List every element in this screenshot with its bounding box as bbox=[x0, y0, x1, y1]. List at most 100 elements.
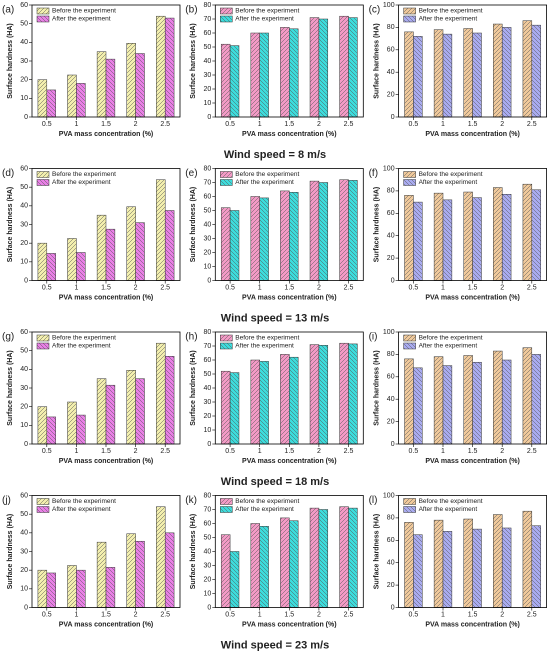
panel-label: (a) bbox=[2, 5, 14, 16]
x-tick-label: 1 bbox=[441, 611, 445, 618]
caption: Wind speed = 8 m/s bbox=[224, 149, 326, 161]
x-tick-label: 1.5 bbox=[101, 284, 111, 291]
legend-swatch bbox=[36, 179, 50, 186]
bar bbox=[472, 197, 482, 281]
x-tick-label: 2.5 bbox=[160, 448, 170, 455]
bar bbox=[404, 195, 414, 281]
y-tick-label: 10 bbox=[20, 586, 28, 593]
x-tick-label: 2.5 bbox=[344, 611, 354, 618]
plot-frame bbox=[214, 168, 364, 281]
legend-swatch bbox=[220, 15, 233, 23]
x-tick-label: 1.5 bbox=[101, 121, 111, 128]
x-tick-label: 1 bbox=[74, 448, 78, 455]
bar bbox=[522, 20, 533, 118]
bar bbox=[76, 83, 86, 118]
y-tick-label: 80 bbox=[204, 2, 212, 9]
legend-label: After the experiment bbox=[52, 179, 111, 186]
y-tick-label: 100 bbox=[383, 165, 395, 172]
bar bbox=[67, 401, 77, 445]
y-tick-label: 40 bbox=[20, 203, 28, 210]
x-axis-label: PVA mass concentration (%) bbox=[242, 458, 337, 465]
bar bbox=[413, 367, 423, 445]
bar bbox=[348, 343, 358, 445]
bar bbox=[522, 510, 533, 608]
bar bbox=[37, 569, 48, 608]
bar bbox=[280, 190, 290, 281]
y-tick-label: 10 bbox=[204, 263, 212, 270]
x-tick-label: 1.5 bbox=[468, 611, 478, 618]
legend-swatch bbox=[403, 171, 416, 178]
bar bbox=[531, 354, 541, 445]
x-axis-label: PVA mass concentration (%) bbox=[59, 458, 154, 465]
y-tick-label: 70 bbox=[204, 343, 212, 350]
bar bbox=[442, 531, 453, 608]
x-tick-label: 0.5 bbox=[409, 611, 419, 618]
x-tick-label: 1 bbox=[258, 448, 262, 455]
y-tick-label: 80 bbox=[387, 188, 395, 195]
bar bbox=[105, 58, 116, 118]
legend-swatch bbox=[403, 179, 416, 186]
bar bbox=[164, 210, 175, 281]
y-tick-label: 70 bbox=[204, 179, 212, 186]
y-tick-label: 50 bbox=[204, 44, 212, 51]
bar bbox=[404, 358, 414, 445]
y-tick-label: 0 bbox=[24, 277, 28, 284]
legend-swatch bbox=[36, 15, 50, 23]
bar bbox=[250, 32, 260, 118]
x-tick-label: 1 bbox=[441, 284, 445, 291]
bar bbox=[289, 356, 299, 445]
bar bbox=[105, 567, 116, 608]
y-tick-label: 20 bbox=[387, 418, 395, 425]
y-tick-label: 30 bbox=[204, 562, 212, 569]
bar bbox=[289, 192, 299, 281]
bar bbox=[135, 378, 145, 445]
legend-label: Before the experiment bbox=[235, 8, 299, 15]
y-tick-label: 0 bbox=[391, 441, 395, 448]
bar bbox=[501, 194, 512, 281]
bar bbox=[348, 507, 358, 608]
y-tick-label: 0 bbox=[391, 277, 395, 284]
y-tick-label: 30 bbox=[20, 548, 28, 555]
caption: Wind speed = 18 m/s bbox=[221, 476, 329, 488]
y-tick-label: 0 bbox=[391, 114, 395, 121]
bar bbox=[259, 526, 269, 608]
x-tick-label: 1.5 bbox=[101, 448, 111, 455]
caption: Wind speed = 13 m/s bbox=[221, 312, 329, 324]
y-tick-label: 20 bbox=[204, 413, 212, 420]
y-tick-label: 100 bbox=[383, 2, 395, 9]
legend-label: After the experiment bbox=[419, 506, 478, 513]
bar bbox=[442, 365, 453, 445]
bar bbox=[37, 242, 48, 281]
x-tick-label: 1 bbox=[74, 284, 78, 291]
bar bbox=[105, 228, 116, 281]
bar bbox=[37, 79, 48, 118]
bar bbox=[493, 514, 503, 608]
y-tick-label: 70 bbox=[204, 506, 212, 513]
y-tick-label: 80 bbox=[387, 515, 395, 522]
bar bbox=[259, 361, 269, 445]
legend-label: Before the experiment bbox=[52, 498, 116, 505]
y-tick-label: 40 bbox=[204, 221, 212, 228]
bar bbox=[442, 199, 453, 281]
panel-label: (d) bbox=[2, 168, 14, 179]
x-axis-label: PVA mass concentration (%) bbox=[425, 458, 520, 465]
panel-label: (b) bbox=[185, 5, 197, 16]
bar bbox=[76, 569, 86, 608]
bar bbox=[318, 345, 329, 445]
bar bbox=[318, 182, 329, 281]
bar bbox=[250, 196, 260, 281]
legend-swatch bbox=[403, 506, 416, 513]
y-tick-label: 60 bbox=[204, 193, 212, 200]
plot-frame bbox=[398, 4, 548, 118]
y-axis-label: Surface hardness (HA) bbox=[190, 514, 197, 589]
x-tick-label: 0.5 bbox=[42, 448, 52, 455]
y-tick-label: 60 bbox=[20, 492, 28, 499]
bar bbox=[46, 253, 56, 281]
y-tick-label: 20 bbox=[204, 576, 212, 583]
bar bbox=[156, 506, 166, 608]
x-tick-label: 2 bbox=[317, 448, 321, 455]
x-axis-label: PVA mass concentration (%) bbox=[59, 294, 154, 301]
legend-swatch bbox=[220, 179, 233, 186]
x-tick-label: 1.5 bbox=[468, 284, 478, 291]
bar bbox=[404, 522, 414, 608]
